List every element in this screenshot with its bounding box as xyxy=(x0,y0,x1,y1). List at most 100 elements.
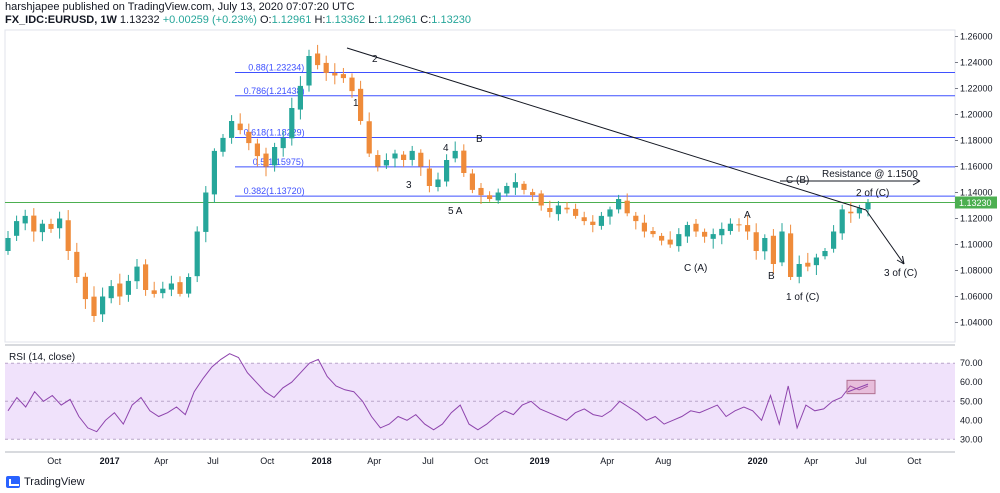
candle-body xyxy=(323,62,329,73)
candle-body xyxy=(452,150,458,159)
time-axis[interactable]: Oct 2017 Apr Jul Oct 2018 Apr Jul Oct 2019 Apr Aug 2… xyxy=(5,451,955,466)
wave-label: Resistance @ 1.1500 xyxy=(822,169,918,180)
candle-body xyxy=(108,286,114,299)
candle-body xyxy=(418,152,424,167)
candle-body xyxy=(478,187,484,196)
candle-body xyxy=(332,73,338,76)
candle-body xyxy=(194,231,200,277)
tradingview-logo[interactable]: TradingView xyxy=(6,476,85,488)
rsi-title-text: RSI (14, close) xyxy=(9,352,75,363)
price-tick-label: 1.20000 xyxy=(960,110,993,120)
candle-body xyxy=(57,218,63,229)
price-tick-label: 1.08000 xyxy=(960,266,993,276)
rsi-tick-label: 70.00 xyxy=(960,358,983,368)
candle-body xyxy=(117,283,123,297)
rsi-tick-label: 40.00 xyxy=(960,415,983,425)
fib-level-label: 0.618(1.18229) xyxy=(244,128,305,138)
candle-body xyxy=(143,264,149,290)
candle-body xyxy=(831,231,837,249)
price-pane[interactable]: 0.88(1.23234) 0.786(1.21438) 0.618(1.18229… xyxy=(4,29,956,346)
downtrend-line[interactable] xyxy=(346,47,867,211)
candle-body xyxy=(495,192,501,201)
rsi-pane[interactable] xyxy=(5,353,955,440)
candle-body xyxy=(770,235,776,264)
candle-body xyxy=(676,234,682,247)
candle-body xyxy=(684,225,690,237)
wave-label: 1 of (C) xyxy=(786,292,819,303)
candle-body xyxy=(375,154,381,167)
open-label: O: xyxy=(259,14,272,26)
candle-body xyxy=(693,223,699,232)
resistance-arrow-icon xyxy=(912,176,921,186)
wave-label: 3 of (C) xyxy=(884,268,917,279)
rsi-highlight-trend xyxy=(847,383,869,393)
candle-body xyxy=(667,239,673,245)
wave-label: 5 A xyxy=(448,206,463,217)
price-axis[interactable]: 1.26000 1.24000 1.22000 1.20000 1.18000 1.160… xyxy=(955,32,997,328)
time-tick-label: 2019 xyxy=(530,456,550,466)
time-tick-label: Jul xyxy=(855,456,867,466)
candle-body xyxy=(315,53,321,66)
candle-body xyxy=(125,280,131,295)
candle-body xyxy=(641,222,647,232)
candle-body xyxy=(796,264,802,277)
candle-body xyxy=(272,147,278,166)
candle-body xyxy=(160,288,166,294)
fib-retracement[interactable]: 0.88(1.23234) 0.786(1.21438) 0.618(1.18229… xyxy=(5,62,955,204)
rsi-axis[interactable]: 70.00 60.00 50.00 40.00 30.00 xyxy=(960,358,983,444)
time-tick-label: Apr xyxy=(154,456,168,466)
candle-body xyxy=(564,207,570,210)
candlestick-series xyxy=(5,44,871,322)
candle-body xyxy=(469,173,475,190)
rsi-highlight-box[interactable] xyxy=(846,379,876,395)
candle-body xyxy=(856,208,862,214)
candle-body xyxy=(710,234,716,239)
candle-body xyxy=(530,192,536,196)
close-label: C: xyxy=(420,14,432,26)
open-value: 1.12961 xyxy=(271,14,312,26)
candle-body xyxy=(745,225,751,232)
tradingview-logo-icon xyxy=(6,476,20,488)
high-label: H: xyxy=(314,14,326,26)
time-tick-label: Apr xyxy=(600,456,614,466)
candle-body xyxy=(151,290,157,294)
candle-body xyxy=(280,137,286,149)
candle-body xyxy=(48,223,54,229)
time-tick-label: 2017 xyxy=(100,456,120,466)
fib-level-label: 0.5(1.15975) xyxy=(253,157,304,167)
symbol[interactable]: FX_IDC:EURUSD, 1W xyxy=(5,14,117,26)
time-tick-label: Aug xyxy=(655,456,671,466)
candle-body xyxy=(607,209,613,217)
candle-body xyxy=(340,74,346,79)
symbol-ohlc-line: FX_IDC:EURUSD, 1W 1.13232 +0.00259 (+0.2… xyxy=(5,14,471,26)
candle-body xyxy=(650,231,656,235)
time-tick-label: 2018 xyxy=(312,456,332,466)
trendline-and-arrows[interactable] xyxy=(346,47,921,265)
rsi-tick-label: 30.00 xyxy=(960,434,983,444)
wave-label: C (B) xyxy=(786,175,809,186)
candle-body xyxy=(82,276,88,300)
fib-level-label: 0.88(1.23234) xyxy=(248,62,304,72)
low-label: L: xyxy=(368,14,378,26)
candle-body xyxy=(512,182,518,188)
candle-body xyxy=(538,193,544,206)
candle-body xyxy=(762,238,768,252)
candle-body xyxy=(598,215,604,226)
candle-body xyxy=(865,202,871,210)
time-tick-label: Oct xyxy=(907,456,922,466)
wave-label: A xyxy=(744,210,751,221)
time-tick-label: Jul xyxy=(207,456,219,466)
candle-body xyxy=(581,217,587,222)
projection-arrow-line[interactable] xyxy=(865,209,905,265)
candle-body xyxy=(487,195,493,199)
candle-body xyxy=(306,56,312,86)
price-tick-label: 1.04000 xyxy=(960,318,993,328)
candle-body xyxy=(246,131,252,144)
last-price: 1.13232 xyxy=(119,14,160,26)
candle-body xyxy=(659,235,665,241)
candle-body xyxy=(100,296,106,315)
candle-body xyxy=(65,220,71,251)
candle-body xyxy=(702,231,708,237)
time-tick-label: Oct xyxy=(260,456,275,466)
